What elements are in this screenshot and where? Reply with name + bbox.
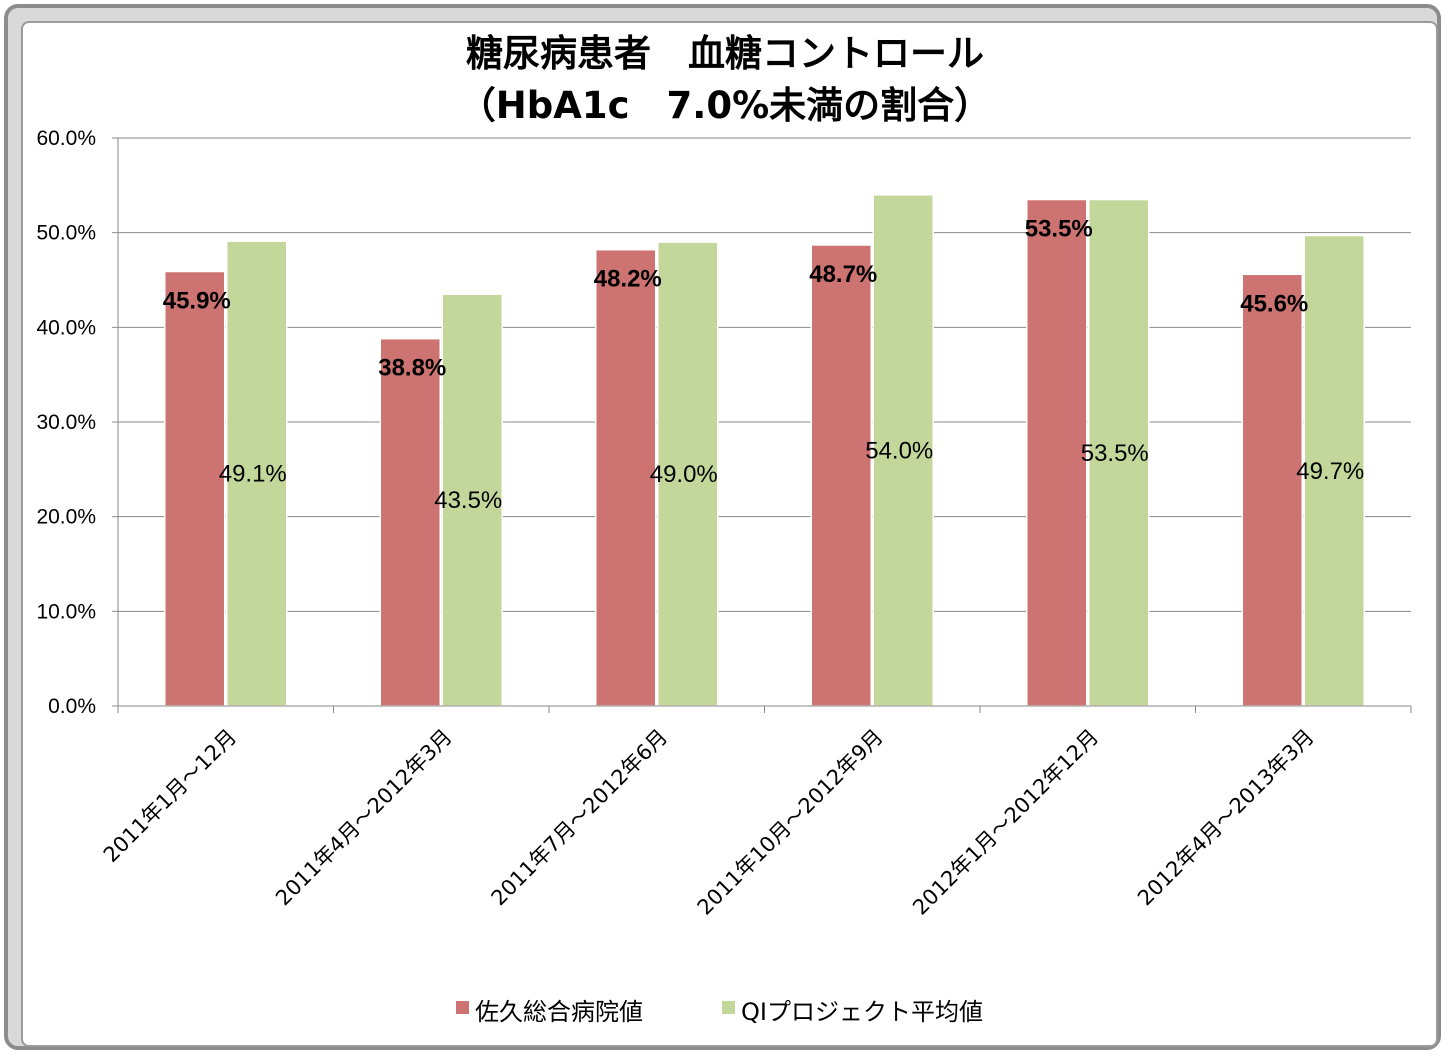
data-labels: 45.9% 49.1% 38.8% 43.5% 48.2% 49.0% 48.7% 54.0%… [163, 216, 1365, 515]
y-tick-label: 30.0% [36, 411, 96, 434]
data-label-saku: 45.6% [1240, 290, 1308, 317]
y-tick-label: 60.0% [36, 127, 96, 150]
y-tick-label: 0.0% [48, 695, 96, 718]
data-label-saku: 48.7% [809, 261, 877, 288]
y-tick-label: 10.0% [36, 600, 96, 623]
data-label-qi-average: 53.5% [1081, 440, 1149, 467]
data-label-saku: 38.8% [378, 355, 446, 382]
data-label-qi-average: 54.0% [865, 437, 933, 464]
bar-qi-average [226, 240, 288, 707]
data-label-qi-average: 49.0% [650, 461, 718, 488]
chart-title: 糖尿病患者 血糖コントロール [466, 32, 984, 75]
legend-label-saku: 佐久総合病院値 [475, 998, 643, 1026]
bar-qi-average [1303, 234, 1365, 707]
y-tick-label: 40.0% [36, 316, 96, 339]
bar-qi-average [657, 241, 719, 707]
x-axis [117, 138, 1412, 713]
x-tick-label: 2012年4月～2013年3月 [1133, 725, 1319, 911]
bar-saku [810, 244, 872, 707]
chart-subtitle: （HbA1c 7.0%未満の割合） [459, 84, 991, 127]
data-label-qi-average: 49.1% [219, 461, 287, 488]
bar-saku [1026, 198, 1088, 707]
bar-qi-average [1088, 198, 1150, 707]
gridlines [112, 137, 1411, 707]
bar-saku [164, 270, 226, 707]
y-tick-label: 50.0% [36, 222, 96, 245]
chart-outer-frame [4, 4, 1441, 1050]
legend-label-qi-average: QIプロジェクト平均値 [741, 998, 983, 1026]
legend-swatch-saku [456, 1001, 469, 1014]
y-axis-ticks: 0.0% 10.0% 20.0% 30.0% 40.0% 50.0% 60.0% [36, 127, 96, 718]
data-label-saku: 45.9% [163, 287, 231, 314]
x-tick-label: 2012年1月～2012年12月 [908, 725, 1103, 920]
y-tick-label: 20.0% [36, 506, 96, 529]
bar-saku [1241, 273, 1303, 707]
bar-saku [595, 248, 657, 707]
data-label-saku: 53.5% [1025, 216, 1093, 243]
data-label-saku: 48.2% [594, 266, 662, 293]
data-label-qi-average: 49.7% [1296, 458, 1364, 485]
legend: 佐久総合病院値 QIプロジェクト平均値 [456, 998, 983, 1026]
data-label-qi-average: 43.5% [434, 487, 502, 514]
x-tick-label: 2011年7月～2012年6月 [487, 725, 673, 911]
bars [164, 194, 1365, 707]
x-axis-ticks: 2011年1月～12月 2011年4月～2012年3月 2011年7月～2012年6… [99, 725, 1319, 920]
x-tick-label: 2011年4月～2012年3月 [271, 725, 457, 911]
bar-saku [379, 337, 441, 707]
legend-swatch-qi-average [722, 1001, 735, 1014]
x-tick-label: 2011年10月～2012年9月 [693, 725, 888, 920]
x-tick-label: 2011年1月～12月 [99, 725, 242, 868]
